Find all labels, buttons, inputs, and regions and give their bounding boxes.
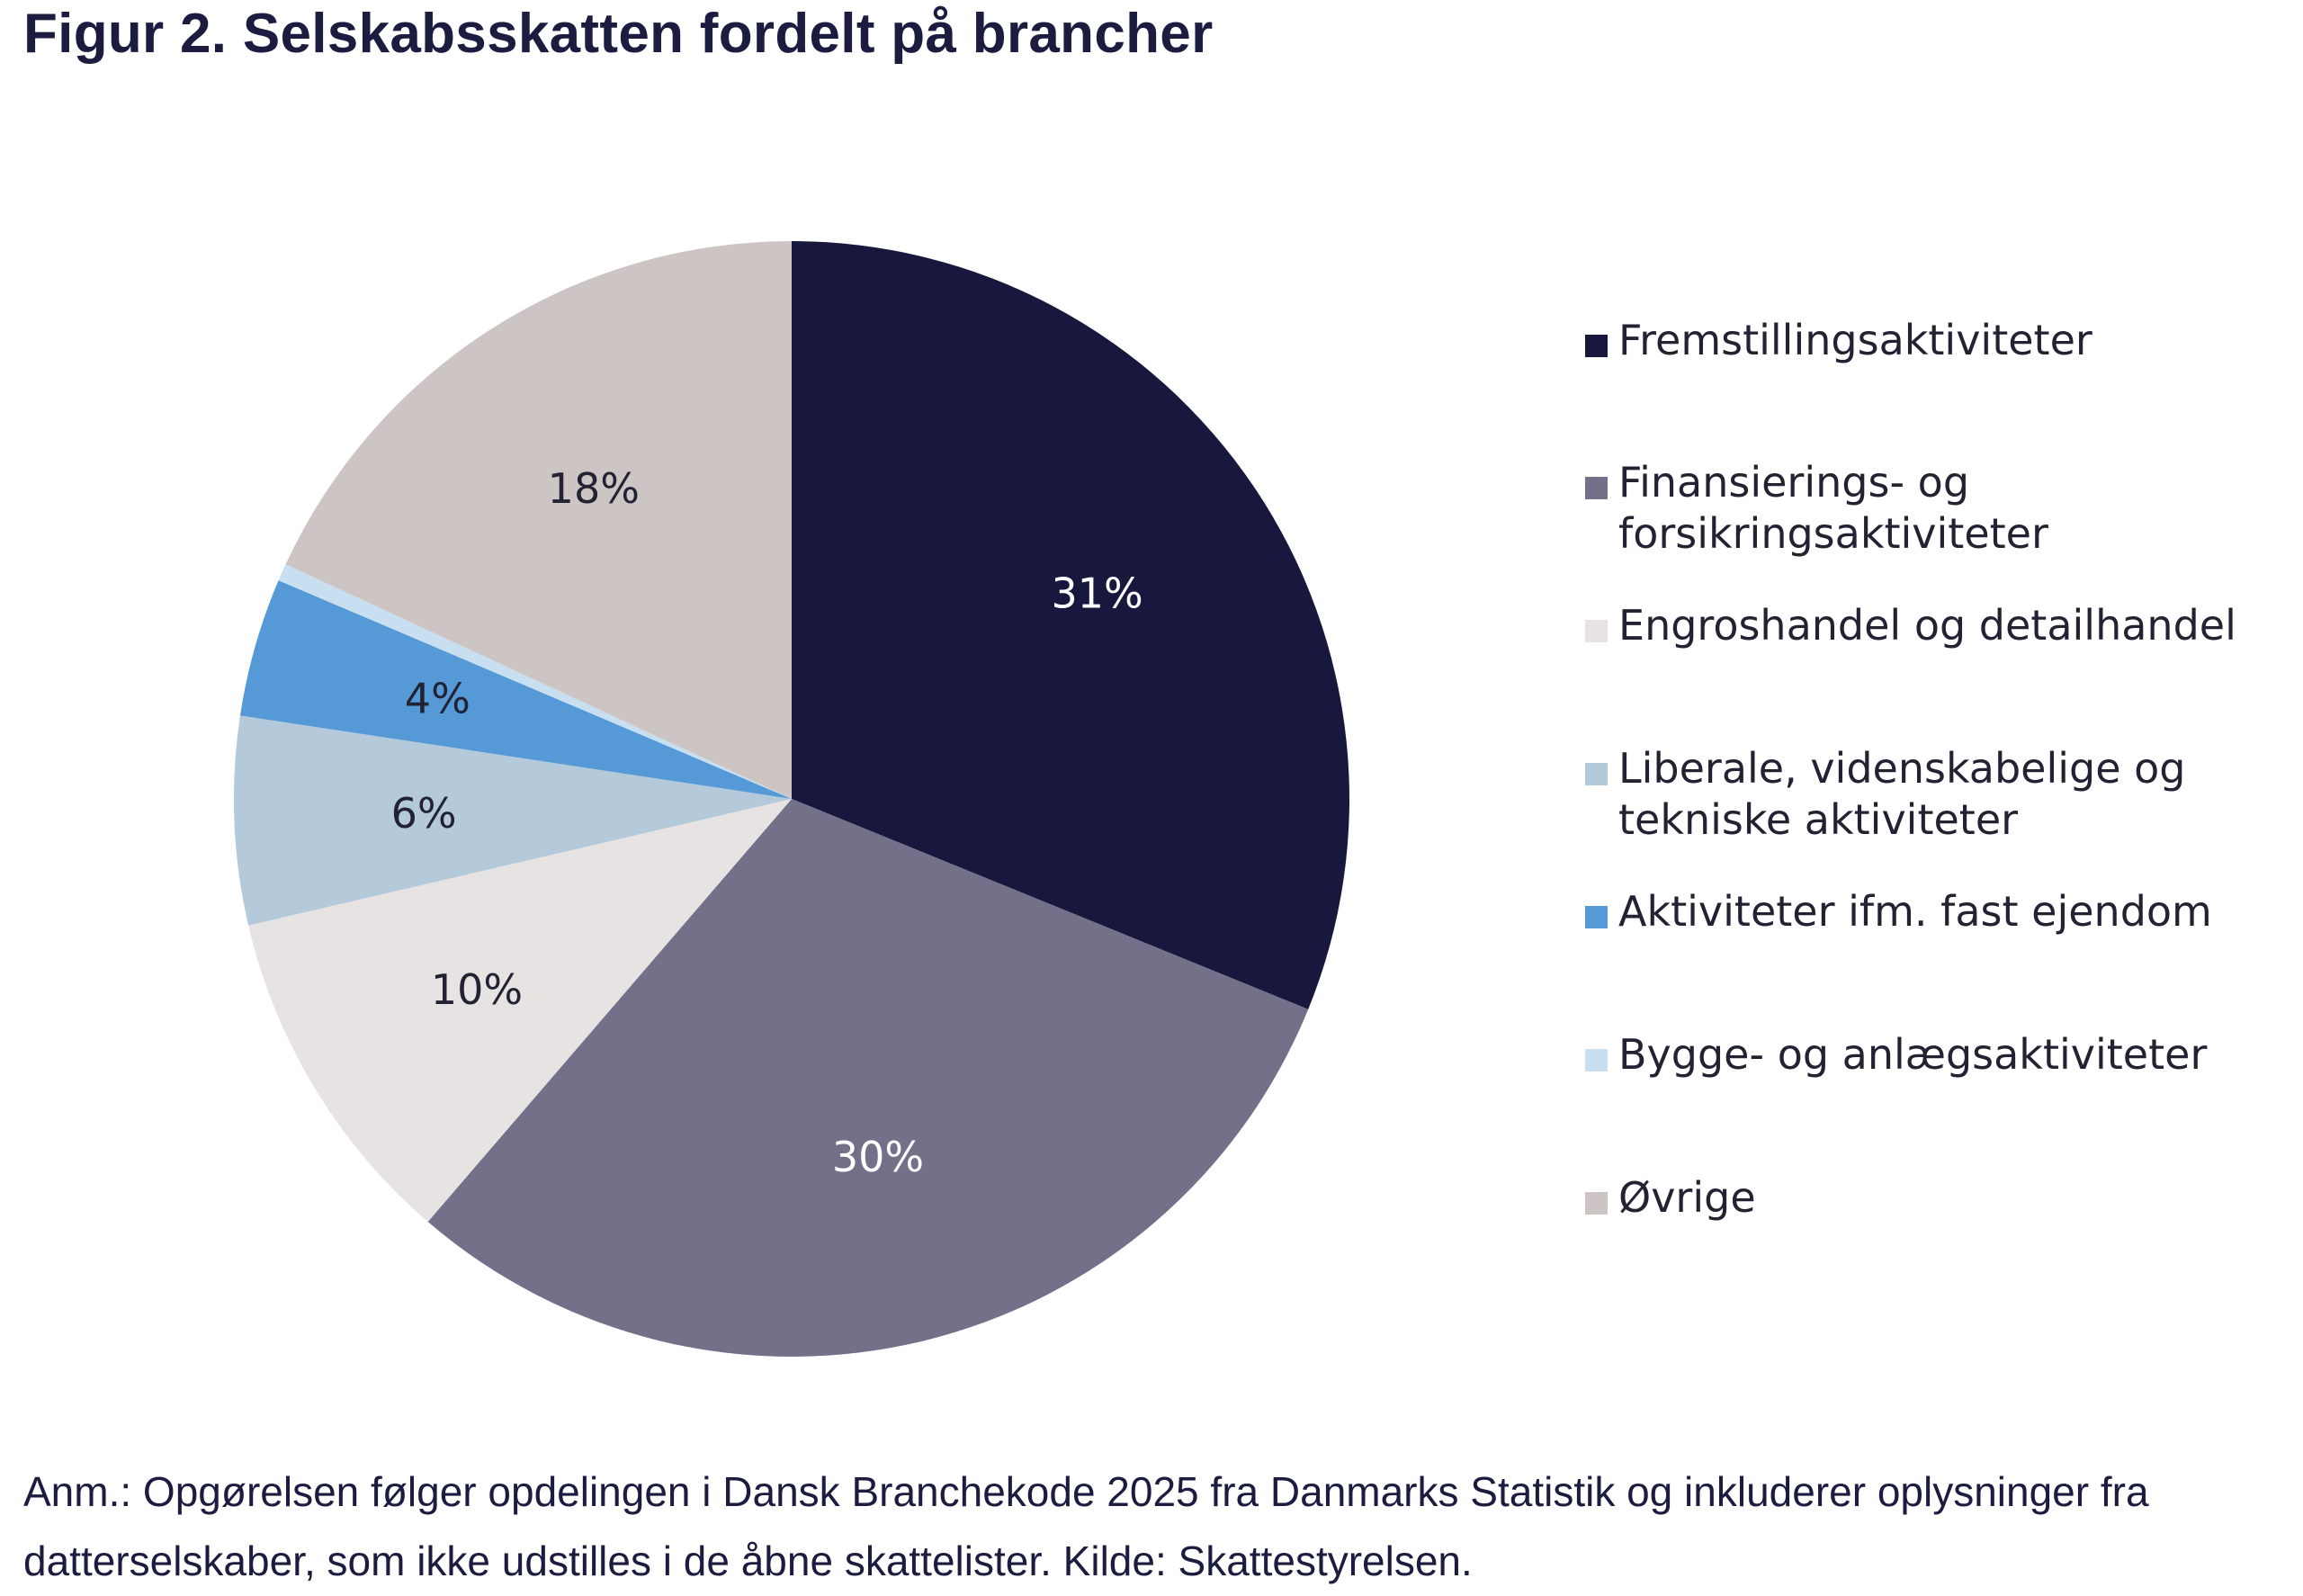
legend-label: Liberale, videnskabelige og tekniske akt… [1618, 744, 2186, 844]
legend-item-handel: Engroshandel og detailhandel [1585, 600, 2236, 651]
slice-ejendom-label: 4% [405, 674, 470, 722]
legend-item-ejendom: Aktiviteter ifm. fast ejendom [1585, 886, 2212, 937]
pie-chart: 31% 30% 10% 6% 4% 18% [233, 241, 1350, 1358]
legend-label: Fremstillingsaktiviteter [1618, 316, 2092, 364]
slice-bygge [278, 564, 792, 799]
slice-finansiering [427, 799, 1309, 1358]
legend-item-fremstilling: Fremstillingsaktiviteter [1585, 315, 2092, 366]
slice-ovrige-label: 18% [548, 464, 640, 513]
legend-swatch [1585, 1192, 1608, 1215]
slice-fremstilling [792, 241, 1350, 1009]
slice-ovrige [285, 241, 792, 799]
legend-swatch [1585, 335, 1608, 357]
legend-swatch [1585, 477, 1608, 499]
legend-item-bygge: Bygge- og anlægsaktiviteter [1585, 1029, 2207, 1080]
legend-swatch [1585, 620, 1608, 642]
slice-handel-label: 10% [431, 965, 523, 1014]
legend-label: Engroshandel og detailhandel [1618, 601, 2236, 650]
chart-title: Figur 2. Selskabsskatten fordelt på bran… [23, 3, 1214, 65]
legend-swatch [1585, 1049, 1608, 1071]
legend-item-liberale: Liberale, videnskabelige og tekniske akt… [1585, 743, 2186, 846]
legend-label: Aktiviteter ifm. fast ejendom [1618, 887, 2212, 936]
slice-handel [248, 799, 792, 1223]
legend-item-finansiering: Finansierings- og forsikringsaktiviteter [1585, 457, 2048, 560]
legend-swatch [1585, 763, 1608, 785]
legend-label: Finansierings- og forsikringsaktiviteter [1618, 458, 2048, 558]
slice-ejendom [239, 580, 793, 799]
slice-liberale-label: 6% [391, 789, 457, 838]
legend-label: Øvrige [1618, 1173, 1756, 1222]
chart-note: Anm.: Opgørelsen følger opdelingen i Dan… [23, 1468, 2149, 1584]
slice-finansiering-label: 30% [832, 1133, 924, 1181]
legend-label: Bygge- og anlægsaktiviteter [1618, 1030, 2208, 1079]
slice-liberale [233, 715, 793, 926]
legend-swatch [1585, 906, 1608, 928]
slice-fremstilling-label: 31% [1051, 569, 1143, 618]
legend-item-ovrige: Øvrige [1585, 1172, 1756, 1224]
